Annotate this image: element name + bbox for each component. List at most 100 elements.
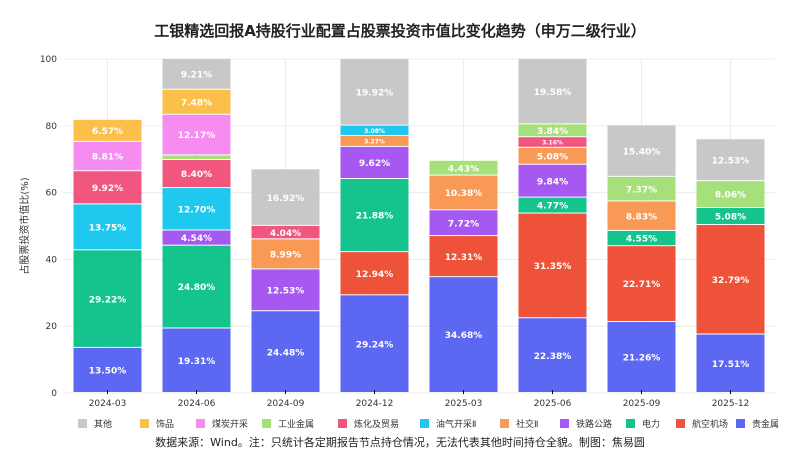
x-tick-label: 2025-06: [534, 399, 572, 409]
bar-segment: [340, 125, 409, 135]
data-label: 9.84%: [537, 177, 568, 187]
bar-segment: [518, 124, 587, 137]
data-label: 10.38%: [445, 189, 483, 199]
y-tick-label: 80: [46, 122, 58, 132]
data-label: 34.68%: [445, 331, 483, 341]
bar-segment: [162, 160, 231, 188]
bar-segment: [429, 236, 498, 277]
data-label: 12.53%: [712, 156, 750, 166]
data-label: 17.51%: [712, 360, 750, 370]
chart-title: 工银精选回报A持股行业配置占股票投资市值比变化趋势（申万二级行业）: [154, 22, 646, 40]
legend-swatch: [736, 419, 745, 428]
legend-item: 炼化及贸易: [338, 418, 399, 430]
bar-segment: [251, 269, 320, 311]
x-tick-label: 2024-09: [267, 399, 305, 409]
bar-segment: [429, 175, 498, 210]
legend-item: 电力: [626, 418, 660, 430]
bar-segment: [162, 188, 231, 230]
data-label: 29.22%: [89, 295, 127, 305]
bar-segment: [429, 160, 498, 175]
bar-segment: [340, 146, 409, 179]
data-label: 32.79%: [712, 276, 750, 286]
y-tick-label: 40: [46, 255, 58, 265]
bar-segment: [251, 169, 320, 225]
data-label: 13.75%: [89, 224, 127, 234]
data-label: 6.57%: [92, 127, 123, 137]
x-axis: 2024-03 2024-06 2024-09 2024-12 2025-03 2025-…: [89, 390, 750, 409]
legend-label: 航空机场: [692, 418, 728, 430]
data-label: 8.06%: [715, 191, 746, 201]
bar-segment: [340, 179, 409, 252]
y-tick-label: 60: [46, 189, 58, 199]
bar-segment: [518, 59, 587, 124]
source-note: 数据来源：Wind。注：只统计各定期报告节点持仓情况，无法代表其他时间持仓全貌。…: [155, 435, 645, 449]
data-label: 4.54%: [181, 234, 212, 244]
data-label: 21.26%: [623, 354, 661, 364]
data-label: 5.08%: [537, 152, 568, 162]
legend-item: 航空机场: [676, 418, 728, 430]
bar-segment: [607, 125, 676, 176]
data-label: 4.43%: [448, 164, 479, 174]
legend-swatch: [560, 419, 569, 428]
data-label: 3.08%: [364, 128, 385, 135]
data-label: 12.70%: [178, 205, 216, 215]
legend-item: 贵金属: [736, 418, 779, 430]
legend-swatch: [676, 419, 685, 428]
bar-segment: [607, 176, 676, 201]
legend-label: 油气开采Ⅱ: [436, 418, 476, 430]
bar-segment: [251, 239, 320, 269]
bar-segment: [696, 139, 765, 181]
data-label: 24.80%: [178, 283, 216, 293]
x-tick-label: 2024-03: [89, 399, 127, 409]
data-label: 9.21%: [181, 71, 212, 81]
data-label: 22.71%: [623, 280, 661, 290]
bar-segment: [73, 347, 142, 392]
bar-segment: [429, 210, 498, 236]
legend-item: 工业金属: [262, 418, 314, 430]
data-label: 15.40%: [623, 147, 661, 157]
data-label: 31.35%: [534, 262, 572, 272]
bar-segment: [518, 213, 587, 318]
legend-swatch: [626, 419, 635, 428]
data-label: 19.31%: [178, 357, 216, 367]
bar-segment: [340, 295, 409, 392]
data-label: 21.88%: [356, 212, 394, 222]
data-label: 12.94%: [356, 270, 394, 280]
x-tick-label: 2024-06: [178, 399, 216, 409]
data-label: 29.24%: [356, 340, 394, 350]
legend: 其他 饰品 煤炭开采 工业金属 炼化及贸易 油气开采Ⅱ 社交Ⅱ 铁路公路 电力 航空机场 贵金属: [78, 418, 779, 430]
legend-swatch: [338, 419, 347, 428]
legend-label: 煤炭开采: [212, 418, 248, 430]
legend-item: 煤炭开采: [196, 418, 248, 430]
data-label: 8.81%: [92, 153, 123, 163]
x-tick-label: 2025-12: [712, 399, 750, 409]
bar-segment: [518, 137, 587, 147]
legend-label: 社交Ⅱ: [516, 418, 538, 430]
legend-swatch: [262, 419, 271, 428]
bar-segment: [73, 250, 142, 347]
y-tick-label: 100: [40, 55, 57, 65]
data-label: 8.99%: [270, 251, 301, 261]
bar-segment: [607, 246, 676, 321]
bars: 13.50% 29.22% 13.75% 9.92% 8.81% 6.57% 19.31% 2…: [73, 59, 765, 392]
legend-swatch: [420, 419, 429, 428]
data-label: 9.62%: [359, 159, 390, 169]
bar-segment: [162, 114, 231, 155]
data-label: 12.53%: [267, 286, 305, 296]
legend-label: 炼化及贸易: [354, 418, 399, 430]
data-label: 7.37%: [626, 185, 657, 195]
bar-segment: [696, 334, 765, 392]
data-label: 4.77%: [537, 202, 568, 212]
y-tick-label: 0: [51, 389, 57, 399]
bar-segment: [162, 230, 231, 245]
x-tick-label: 2024-12: [356, 399, 394, 409]
legend-swatch: [140, 419, 149, 428]
x-tick-label: 2025-03: [445, 399, 483, 409]
data-label: 12.17%: [178, 131, 216, 141]
legend-label: 电力: [642, 418, 660, 430]
data-label: 3.27%: [364, 139, 385, 146]
bar-segment: [73, 204, 142, 250]
bar-segment: [73, 171, 142, 204]
y-tick-label: 20: [46, 322, 58, 332]
